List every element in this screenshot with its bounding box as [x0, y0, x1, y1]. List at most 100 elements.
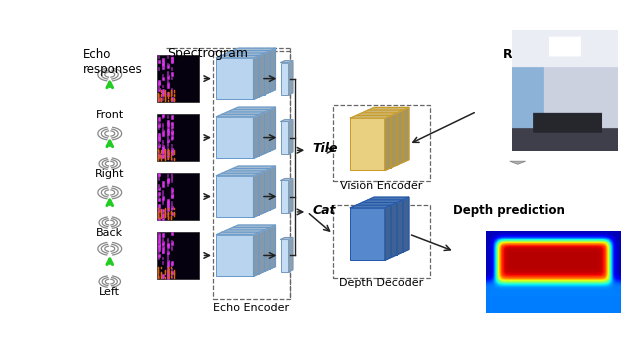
Polygon shape [253, 55, 259, 100]
Text: Left: Left [99, 287, 120, 297]
Polygon shape [227, 228, 270, 230]
Polygon shape [510, 161, 525, 164]
Text: Vision Encoder: Vision Encoder [340, 181, 422, 191]
Bar [333, 205, 429, 278]
Bar [213, 51, 290, 299]
Text: Depth prediction: Depth prediction [453, 204, 565, 217]
Polygon shape [385, 116, 391, 171]
Bar [281, 180, 289, 213]
Polygon shape [270, 225, 275, 269]
Text: Front: Front [95, 110, 124, 120]
Polygon shape [356, 203, 397, 205]
Polygon shape [270, 166, 275, 210]
Polygon shape [385, 205, 391, 260]
Bar [222, 114, 259, 156]
Polygon shape [281, 61, 292, 63]
Polygon shape [264, 228, 270, 271]
Polygon shape [253, 173, 259, 217]
Polygon shape [222, 171, 264, 173]
Bar [157, 114, 199, 161]
Bar [350, 118, 385, 171]
Polygon shape [264, 50, 270, 95]
Bar [368, 200, 403, 252]
Bar [350, 208, 385, 260]
Polygon shape [227, 168, 270, 171]
Bar [233, 110, 270, 151]
Bar [281, 121, 289, 153]
Polygon shape [227, 50, 270, 53]
Polygon shape [350, 205, 391, 208]
Bar [157, 173, 199, 220]
Polygon shape [281, 237, 292, 239]
Polygon shape [259, 112, 264, 156]
Bar [227, 53, 264, 95]
Polygon shape [227, 110, 270, 112]
Polygon shape [264, 110, 270, 153]
Bar [233, 50, 270, 92]
Bar [157, 232, 199, 279]
Polygon shape [350, 116, 391, 118]
Bar [356, 205, 391, 258]
Polygon shape [289, 61, 292, 95]
Text: Spectrogram: Spectrogram [167, 47, 248, 60]
Polygon shape [356, 113, 397, 116]
Polygon shape [253, 232, 259, 276]
Polygon shape [281, 120, 292, 121]
Polygon shape [289, 237, 292, 271]
Polygon shape [222, 112, 264, 114]
Polygon shape [362, 110, 403, 113]
Bar [216, 117, 253, 158]
Text: RGB: RGB [503, 48, 532, 61]
Polygon shape [233, 225, 275, 228]
Text: Depth Decoder: Depth Decoder [339, 278, 423, 287]
Bar [157, 55, 199, 102]
Text: Right: Right [95, 169, 125, 179]
Polygon shape [233, 107, 275, 110]
Polygon shape [403, 197, 409, 252]
Polygon shape [216, 55, 259, 58]
Bar [227, 171, 264, 212]
Bar [356, 116, 391, 168]
Bar [227, 112, 264, 153]
Polygon shape [270, 107, 275, 151]
Polygon shape [391, 203, 397, 258]
Polygon shape [270, 48, 275, 92]
Bar [227, 230, 264, 271]
Text: Back: Back [96, 228, 124, 238]
Text: Echo Encoder: Echo Encoder [213, 303, 289, 313]
Polygon shape [368, 197, 409, 200]
Polygon shape [259, 230, 264, 274]
Text: Cat: Cat [312, 204, 335, 217]
Polygon shape [362, 200, 403, 203]
Polygon shape [397, 200, 403, 255]
Polygon shape [216, 114, 259, 117]
Bar [233, 228, 270, 269]
Polygon shape [216, 232, 259, 235]
Bar [222, 173, 259, 215]
Polygon shape [501, 286, 517, 289]
Bar [222, 55, 259, 97]
Bar [233, 168, 270, 210]
Bar [362, 113, 397, 165]
Polygon shape [281, 179, 292, 180]
Polygon shape [368, 108, 409, 110]
Polygon shape [289, 120, 292, 153]
Polygon shape [253, 114, 259, 158]
Bar [281, 239, 289, 271]
Polygon shape [264, 168, 270, 212]
Polygon shape [259, 53, 264, 97]
Bar [368, 110, 403, 162]
Bar [216, 176, 253, 217]
Text: Echo
responses: Echo responses [83, 48, 142, 77]
Bar [362, 203, 397, 255]
Polygon shape [216, 173, 259, 176]
Polygon shape [391, 113, 397, 168]
Polygon shape [233, 166, 275, 168]
Bar [333, 105, 429, 181]
Polygon shape [222, 53, 264, 55]
Polygon shape [397, 110, 403, 165]
Text: Tile: Tile [312, 142, 338, 156]
Bar [216, 235, 253, 276]
Polygon shape [233, 48, 275, 50]
Polygon shape [403, 108, 409, 162]
